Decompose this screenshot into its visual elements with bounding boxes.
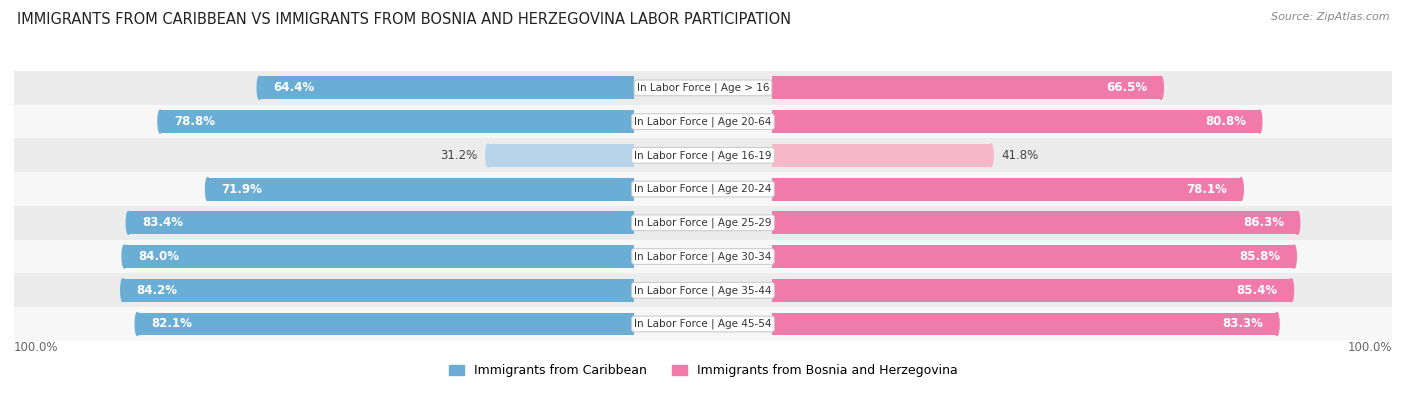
Text: 41.8%: 41.8% [1001,149,1039,162]
Text: 86.3%: 86.3% [1243,216,1284,229]
Bar [14,307,1392,341]
Ellipse shape [1295,211,1299,234]
Bar [208,178,634,201]
Text: 78.1%: 78.1% [1187,182,1227,196]
Bar [122,279,634,302]
Bar [138,312,634,335]
Bar [14,273,1392,307]
Bar [14,240,1392,273]
Bar [772,211,1298,234]
Ellipse shape [1275,312,1279,335]
Text: 66.5%: 66.5% [1107,81,1147,94]
Bar [488,144,634,167]
Text: In Labor Force | Age 20-64: In Labor Force | Age 20-64 [634,117,772,127]
Text: 84.2%: 84.2% [136,284,177,297]
Bar [124,245,634,268]
Ellipse shape [1289,279,1294,302]
Text: 71.9%: 71.9% [221,182,263,196]
Bar [14,172,1392,206]
Bar [14,105,1392,139]
Ellipse shape [1159,76,1163,100]
Text: 83.4%: 83.4% [142,216,183,229]
Text: In Labor Force | Age 20-24: In Labor Force | Age 20-24 [634,184,772,194]
Text: IMMIGRANTS FROM CARIBBEAN VS IMMIGRANTS FROM BOSNIA AND HERZEGOVINA LABOR PARTIC: IMMIGRANTS FROM CARIBBEAN VS IMMIGRANTS … [17,12,792,27]
Bar [128,211,634,234]
Text: 31.2%: 31.2% [440,149,478,162]
Ellipse shape [127,211,131,234]
Bar [14,71,1392,105]
Text: 85.4%: 85.4% [1236,284,1278,297]
Ellipse shape [1239,178,1243,201]
Text: 84.0%: 84.0% [138,250,179,263]
Bar [772,178,1241,201]
Bar [772,110,1260,133]
Bar [772,76,1161,100]
Ellipse shape [122,245,127,268]
Bar [772,245,1294,268]
Bar [772,312,1277,335]
Text: 100.0%: 100.0% [14,341,59,354]
Text: In Labor Force | Age 35-44: In Labor Force | Age 35-44 [634,285,772,295]
Text: 80.8%: 80.8% [1205,115,1246,128]
Ellipse shape [486,144,491,167]
Text: In Labor Force | Age 16-19: In Labor Force | Age 16-19 [634,150,772,161]
Ellipse shape [157,110,163,133]
Text: 100.0%: 100.0% [1347,341,1392,354]
Bar [14,139,1392,172]
Ellipse shape [205,178,209,201]
Text: In Labor Force | Age 45-54: In Labor Force | Age 45-54 [634,319,772,329]
Bar [160,110,634,133]
Text: In Labor Force | Age 25-29: In Labor Force | Age 25-29 [634,218,772,228]
Text: 85.8%: 85.8% [1239,250,1281,263]
Text: 78.8%: 78.8% [174,115,215,128]
Ellipse shape [121,279,125,302]
Ellipse shape [135,312,139,335]
Text: In Labor Force | Age > 16: In Labor Force | Age > 16 [637,83,769,93]
Text: In Labor Force | Age 30-34: In Labor Force | Age 30-34 [634,251,772,262]
Bar [14,206,1392,240]
Ellipse shape [988,144,993,167]
Bar [772,279,1291,302]
Text: 82.1%: 82.1% [152,318,193,331]
Legend: Immigrants from Caribbean, Immigrants from Bosnia and Herzegovina: Immigrants from Caribbean, Immigrants fr… [449,364,957,377]
Text: Source: ZipAtlas.com: Source: ZipAtlas.com [1271,12,1389,22]
Bar [259,76,634,100]
Text: 83.3%: 83.3% [1222,318,1263,331]
Text: 64.4%: 64.4% [273,81,314,94]
Ellipse shape [1257,110,1261,133]
Ellipse shape [257,76,262,100]
Bar [772,144,991,167]
Ellipse shape [1292,245,1296,268]
